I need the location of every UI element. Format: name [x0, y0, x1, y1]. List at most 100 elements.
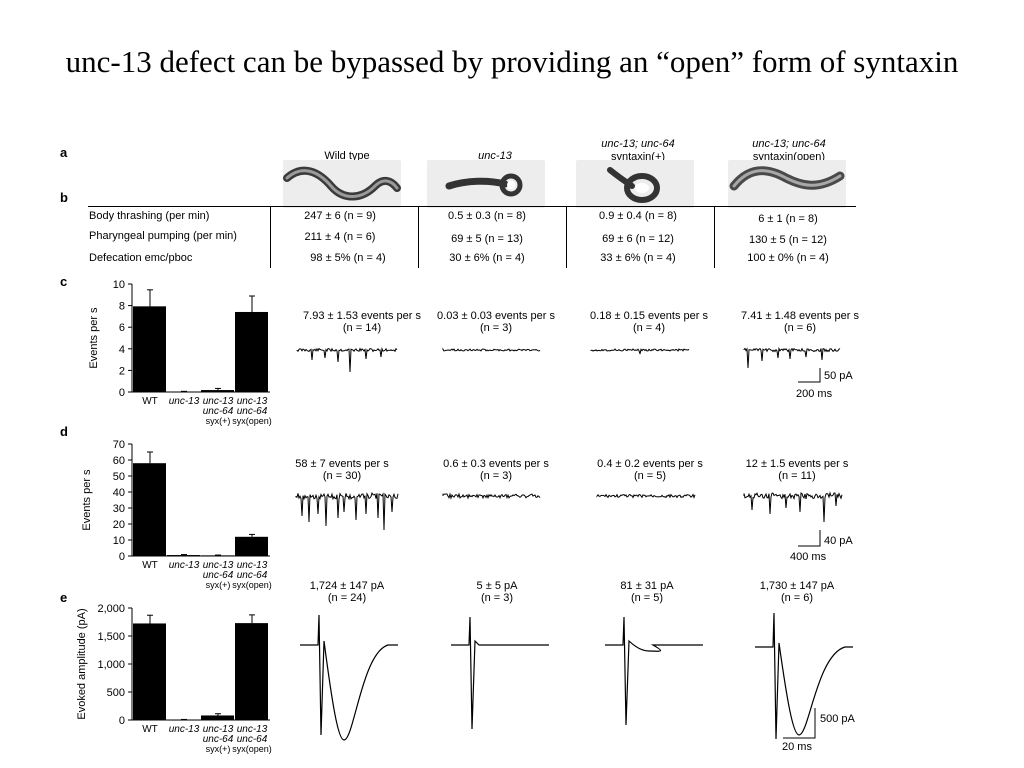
table-cell: 98 ± 5% (n = 4)	[310, 252, 386, 264]
table-cell: 6 ± 1 (n = 8)	[758, 213, 818, 225]
y-axis-label: Events per s	[88, 307, 100, 369]
category-label: syx(open)	[232, 580, 272, 590]
category-label: syx(+)	[206, 744, 231, 754]
y-tick-label: 2	[119, 365, 125, 377]
bar	[235, 623, 268, 720]
column-header-wild-type: Wild type	[324, 150, 370, 162]
table-cell: 30 ± 6% (n = 4)	[449, 252, 525, 264]
table-column-divider	[270, 206, 271, 268]
category-label: WT	[142, 724, 158, 735]
recording-trace-syx-open	[743, 346, 841, 369]
category-label: syx(open)	[232, 744, 272, 754]
column-header-syx-open-line1: unc-13; unc-64	[752, 138, 826, 150]
category-label: unc-13	[203, 396, 234, 407]
scale-bar-amp-label: 40 pA	[824, 535, 853, 547]
scale-bar-d	[798, 530, 821, 547]
y-tick-label: 2,000	[97, 603, 125, 615]
panel-label-e: e	[60, 590, 68, 605]
table-column-divider	[566, 206, 567, 268]
y-tick-label: 0	[119, 715, 125, 727]
trace-value-label: 0.03 ± 0.03 events per s	[437, 310, 555, 322]
recording-traces-d	[295, 491, 843, 531]
category-label: unc-64	[237, 734, 268, 745]
trace-value-label: 1,724 ± 147 pA	[309, 580, 385, 592]
panel-label-b: b	[60, 190, 68, 205]
recording-trace-syx-plus	[605, 616, 703, 726]
category-label: unc-13	[169, 724, 200, 735]
trace-n-label: (n = 3)	[480, 592, 514, 604]
trace-value-label: 81 ± 31 pA	[620, 580, 674, 592]
table-cell: 69 ± 6 (n = 12)	[602, 233, 674, 245]
bar	[133, 306, 166, 392]
recording-trace-wild-type	[300, 614, 398, 741]
category-label: WT	[142, 560, 158, 571]
category-label: unc-13	[203, 724, 234, 735]
category-label: unc-13	[237, 560, 268, 571]
recording-trace-unc13	[442, 492, 541, 500]
trace-n-label: (n = 6)	[783, 322, 817, 334]
category-label: unc-64	[237, 570, 268, 581]
table-cell: 0.5 ± 0.3 (n = 8)	[448, 210, 526, 222]
trace-value-label: 0.4 ± 0.2 events per s	[597, 458, 703, 470]
table-cell: 211 ± 4 (n = 6)	[304, 231, 376, 243]
table-cell: 130 ± 5 (n = 12)	[749, 234, 827, 246]
category-label: unc-64	[203, 570, 234, 581]
category-label: syx(open)	[232, 416, 272, 426]
category-label: unc-64	[237, 406, 268, 417]
category-label: syx(+)	[206, 580, 231, 590]
table-column-divider	[418, 206, 419, 268]
trace-n-label: (n = 5)	[630, 592, 664, 604]
category-label: unc-13	[169, 396, 200, 407]
scale-bar-time-label: 400 ms	[790, 551, 827, 563]
y-tick-label: 8	[119, 301, 125, 313]
category-label: unc-64	[203, 406, 234, 417]
recording-trace-unc13	[451, 616, 549, 730]
scale-bar-time-label: 20 ms	[782, 741, 812, 753]
trace-value-label: 0.6 ± 0.3 events per s	[443, 458, 549, 470]
scale-bar-e	[783, 708, 816, 739]
y-axis-label: Events per s	[81, 469, 93, 531]
y-tick-label: 30	[113, 503, 125, 515]
table-row-label: Body thrashing (per min)	[89, 210, 210, 222]
recording-traces-e	[300, 612, 853, 741]
category-label: WT	[142, 396, 158, 407]
y-tick-label: 0	[119, 387, 125, 399]
table-column-divider	[714, 206, 715, 268]
trace-n-label: (n = 3)	[479, 470, 513, 482]
scale-bar-time-label: 200 ms	[796, 388, 833, 400]
y-tick-label: 1,500	[97, 631, 125, 643]
slide-title: unc-13 defect can be bypassed by providi…	[65, 44, 959, 79]
table-row-label: Defecation emc/pboc	[89, 252, 193, 264]
recording-trace-syx-open	[743, 491, 843, 523]
column-header-unc13: unc-13	[478, 150, 512, 162]
scale-bar-amp-label: 50 pA	[824, 370, 853, 382]
y-tick-label: 500	[107, 687, 125, 699]
table-cell: 69 ± 5 (n = 13)	[451, 233, 523, 245]
bar	[133, 623, 166, 720]
trace-value-label: 7.41 ± 1.48 events per s	[741, 310, 859, 322]
table-row-label: Pharyngeal pumping (per min)	[89, 230, 237, 242]
recording-trace-unc13	[442, 347, 541, 352]
bar	[201, 390, 234, 392]
y-tick-label: 10	[113, 279, 125, 291]
trace-n-label: (n = 5)	[633, 470, 667, 482]
y-tick-label: 10	[113, 535, 125, 547]
recording-trace-wild-type	[295, 491, 399, 531]
trace-n-label: (n = 11)	[778, 470, 816, 482]
trace-value-label: 0.18 ± 0.15 events per s	[590, 310, 708, 322]
worm-photo-syx-plus	[576, 160, 694, 208]
y-tick-label: 60	[113, 455, 125, 467]
bar	[201, 715, 234, 720]
trace-n-label: (n = 3)	[479, 322, 513, 334]
recording-traces-c	[296, 346, 841, 373]
y-tick-label: 0	[119, 551, 125, 563]
recording-trace-syx-open	[755, 612, 853, 740]
bar	[235, 536, 268, 556]
recording-trace-wild-type	[296, 346, 398, 373]
table-cell: 0.9 ± 0.4 (n = 8)	[599, 210, 677, 222]
y-tick-label: 20	[113, 519, 125, 531]
column-header-syx-plus-line1: unc-13; unc-64	[601, 138, 675, 150]
category-label: unc-13	[169, 560, 200, 571]
